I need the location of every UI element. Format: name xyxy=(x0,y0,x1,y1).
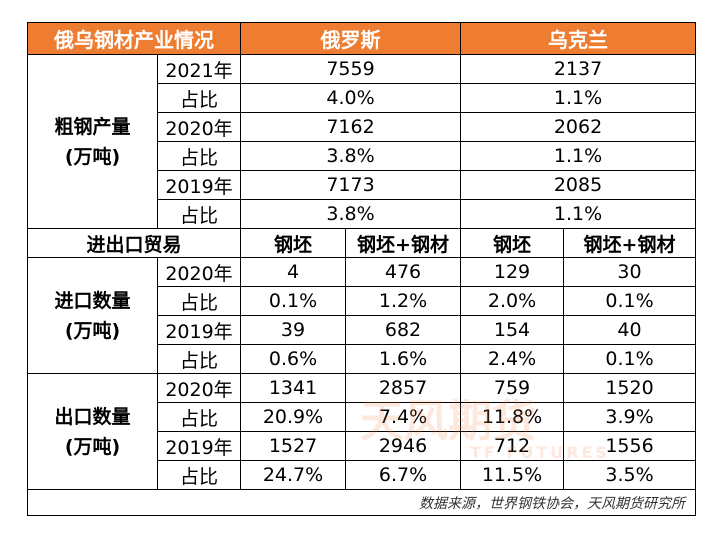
group-unit: (万吨) xyxy=(64,319,121,342)
cell: 1341 xyxy=(240,373,346,403)
row-label: 2020年 xyxy=(157,257,241,287)
cell: 1556 xyxy=(563,431,696,461)
cell: 0.1% xyxy=(563,286,696,316)
group-unit: (万吨) xyxy=(64,145,121,168)
row: 占比 0.1% 1.2% 2.0% 0.1% xyxy=(28,286,696,316)
cell: 24.7% xyxy=(240,460,346,490)
cell: 0.1% xyxy=(563,344,696,374)
row: 占比 24.7% 6.7% 11.5% 3.5% xyxy=(28,460,696,490)
row: 占比 4.0% 1.1% xyxy=(28,83,696,113)
cell: 2137 xyxy=(460,54,696,84)
cell: 682 xyxy=(345,315,461,345)
trade-header-cell: 钢坯 xyxy=(240,228,346,258)
cell: 2.0% xyxy=(460,286,564,316)
cell: 7173 xyxy=(240,170,461,200)
cell: 11.8% xyxy=(460,402,564,432)
row-label: 占比 xyxy=(157,286,241,316)
row-label: 占比 xyxy=(157,141,241,171)
cell: 3.8% xyxy=(240,199,461,229)
row: 数据来源，世界钢铁协会，天风期货研究所 xyxy=(27,489,696,516)
row: 粗钢产量 (万吨) 2021年 7559 2137 xyxy=(27,54,696,229)
trade-header-cell: 钢坯+钢材 xyxy=(563,228,696,258)
row: 占比 3.8% 1.1% xyxy=(28,199,696,229)
group-unit: (万吨) xyxy=(64,435,121,458)
group-label: 进口数量 (万吨) xyxy=(27,257,158,374)
cell: 4.0% xyxy=(240,83,461,113)
cell: 39 xyxy=(240,315,346,345)
steel-table: 俄乌钢材产业情况 俄罗斯 乌克兰 粗钢产量 (万吨) 2021年 7559 2137 占比 4.0… xyxy=(27,22,696,516)
header-cell: 俄乌钢材产业情况 xyxy=(27,22,241,55)
row: 占比 0.6% 1.6% 2.4% 0.1% xyxy=(28,344,696,374)
cell: 759 xyxy=(460,373,564,403)
cell: 3.8% xyxy=(240,141,461,171)
cell: 7559 xyxy=(240,54,461,84)
header-cell: 俄罗斯 xyxy=(240,22,461,55)
row-label: 占比 xyxy=(157,344,241,374)
row: 2020年 7162 2062 xyxy=(28,112,696,142)
cell: 7162 xyxy=(240,112,461,142)
cell: 1.1% xyxy=(460,83,696,113)
cell: 476 xyxy=(345,257,461,287)
row-label: 2020年 xyxy=(157,373,241,403)
group-label: 进口数量 xyxy=(54,289,131,312)
cell: 0.6% xyxy=(240,344,346,374)
cell: 1.2% xyxy=(345,286,461,316)
trade-header-cell: 进出口贸易 xyxy=(27,228,241,258)
group-label: 粗钢产量 (万吨) xyxy=(27,54,158,229)
row-label: 占比 xyxy=(157,460,241,490)
row: 进口数量 (万吨) 2020年 4 476 129 30 xyxy=(27,257,696,374)
cell: 6.7% xyxy=(345,460,461,490)
cell: 1520 xyxy=(563,373,696,403)
cell: 20.9% xyxy=(240,402,346,432)
cell: 3.9% xyxy=(563,402,696,432)
cell: 154 xyxy=(460,315,564,345)
row-label: 2019年 xyxy=(157,431,241,461)
cell: 4 xyxy=(240,257,346,287)
cell: 712 xyxy=(460,431,564,461)
row-label: 占比 xyxy=(157,402,241,432)
cell: 129 xyxy=(460,257,564,287)
cell: 2946 xyxy=(345,431,461,461)
row: 进出口贸易 钢坯 钢坯+钢材 钢坯 钢坯+钢材 xyxy=(27,228,696,258)
row-label: 占比 xyxy=(157,83,241,113)
row-label: 2019年 xyxy=(157,170,241,200)
cell: 7.4% xyxy=(345,402,461,432)
row: 俄乌钢材产业情况 俄罗斯 乌克兰 xyxy=(27,22,696,55)
row: 2019年 7173 2085 xyxy=(28,170,696,200)
cell: 1.6% xyxy=(345,344,461,374)
row-label: 2020年 xyxy=(157,112,241,142)
group-label: 出口数量 xyxy=(54,405,131,428)
cell: 1.1% xyxy=(460,141,696,171)
cell: 2085 xyxy=(460,170,696,200)
row-label: 2021年 xyxy=(157,54,241,84)
row: 2019年 39 682 154 40 xyxy=(28,315,696,345)
cell: 3.5% xyxy=(563,460,696,490)
cell: 30 xyxy=(563,257,696,287)
cell: 2062 xyxy=(460,112,696,142)
group-label: 粗钢产量 xyxy=(54,115,131,138)
cell: 1.1% xyxy=(460,199,696,229)
group-label: 出口数量 (万吨) xyxy=(27,373,158,490)
cell: 40 xyxy=(563,315,696,345)
row: 出口数量 (万吨) 2020年 1341 2857 759 1520 xyxy=(27,373,696,490)
header-cell: 乌克兰 xyxy=(460,22,696,55)
row-label: 占比 xyxy=(157,199,241,229)
row-label: 2019年 xyxy=(157,315,241,345)
cell: 0.1% xyxy=(240,286,346,316)
table-wrap: 俄乌钢材产业情况 俄罗斯 乌克兰 粗钢产量 (万吨) 2021年 7559 2137 占比 4.0… xyxy=(27,22,696,516)
cell: 2.4% xyxy=(460,344,564,374)
cell: 2857 xyxy=(345,373,461,403)
trade-header-cell: 钢坯+钢材 xyxy=(345,228,461,258)
row: 占比 3.8% 1.1% xyxy=(28,141,696,171)
source-note: 数据来源，世界钢铁协会，天风期货研究所 xyxy=(27,489,696,516)
cell: 1527 xyxy=(240,431,346,461)
trade-header-cell: 钢坯 xyxy=(460,228,564,258)
cell: 11.5% xyxy=(460,460,564,490)
